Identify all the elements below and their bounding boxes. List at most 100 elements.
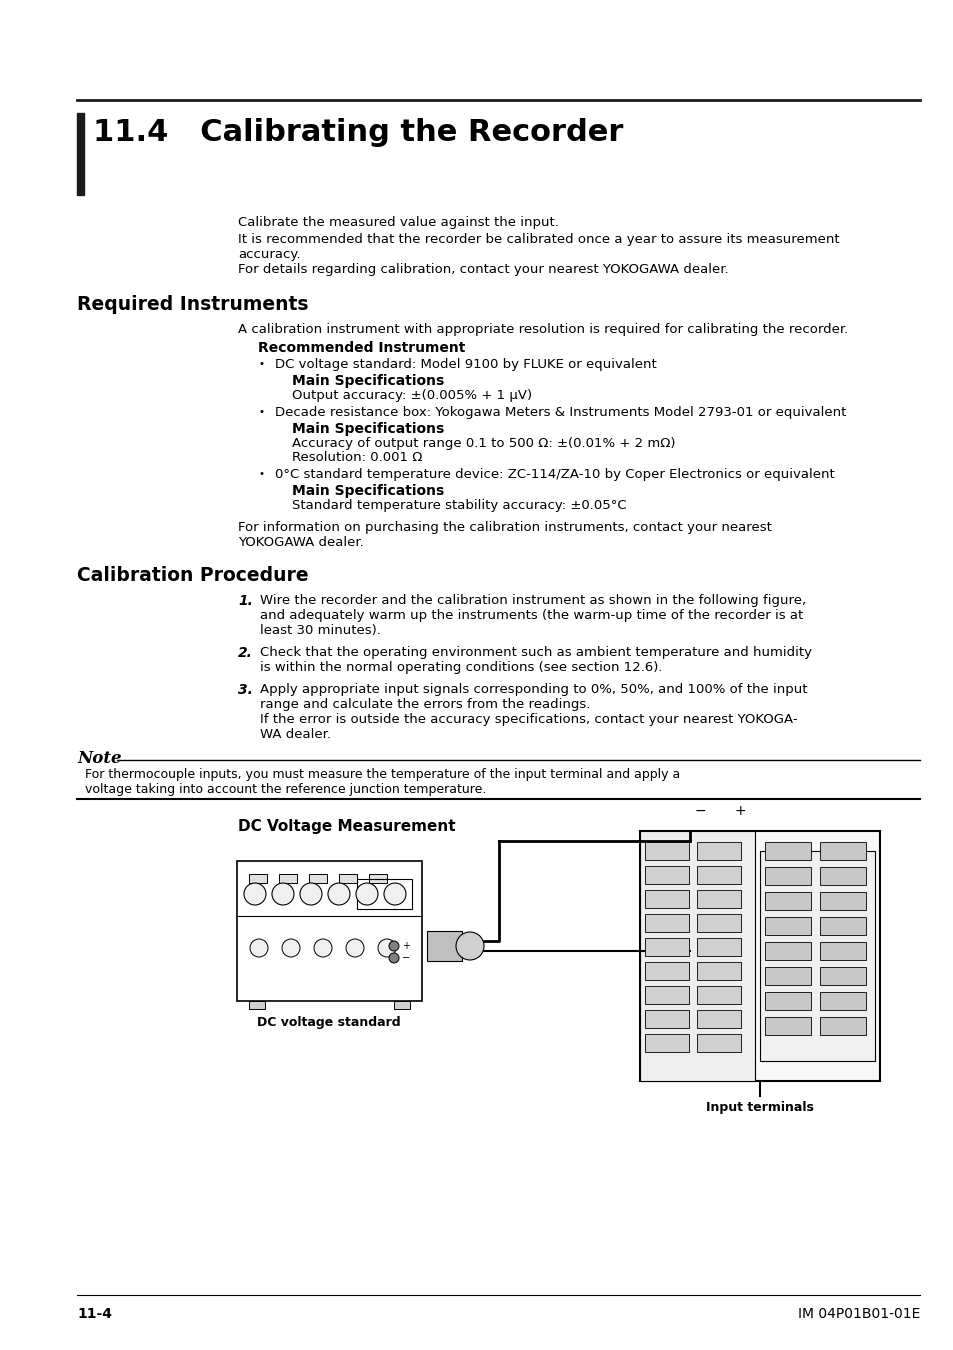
Circle shape [346, 940, 364, 957]
Bar [644, 890, 688, 909]
Bar [309, 873, 327, 883]
Bar [820, 967, 865, 985]
Bar [764, 917, 810, 936]
Bar [764, 942, 810, 960]
Circle shape [328, 883, 350, 905]
Circle shape [282, 940, 299, 957]
Text: Calibration Procedure: Calibration Procedure [77, 566, 309, 585]
Text: 11-4: 11-4 [77, 1307, 112, 1322]
Bar [644, 938, 688, 956]
Bar [820, 1017, 865, 1035]
Text: +: + [401, 941, 410, 950]
Text: Accuracy of output range 0.1 to 500 Ω: ±(0.01% + 2 mΩ): Accuracy of output range 0.1 to 500 Ω: ±… [292, 437, 675, 450]
Bar [764, 1017, 810, 1035]
Text: −: − [694, 805, 705, 818]
Bar [764, 967, 810, 985]
Bar [697, 963, 740, 980]
Text: DC voltage standard: Model 9100 by FLUKE or equivalent: DC voltage standard: Model 9100 by FLUKE… [274, 358, 656, 371]
Bar [764, 867, 810, 886]
Text: Wire the recorder and the calibration instrument as shown in the following figur: Wire the recorder and the calibration in… [260, 594, 805, 608]
Circle shape [314, 940, 332, 957]
Bar [639, 832, 879, 1081]
Bar [697, 842, 740, 860]
Text: −: − [401, 953, 410, 963]
Bar [639, 832, 754, 1081]
Text: •: • [258, 406, 265, 417]
Text: range and calculate the errors from the readings.: range and calculate the errors from the … [260, 698, 590, 711]
Text: Standard temperature stability accuracy: ±0.05°C: Standard temperature stability accuracy:… [292, 500, 626, 512]
Text: Resolution: 0.001 Ω: Resolution: 0.001 Ω [292, 451, 422, 464]
Text: Main Specifications: Main Specifications [292, 485, 444, 498]
Text: Decade resistance box: Yokogawa Meters & Instruments Model 2793-01 or equivalent: Decade resistance box: Yokogawa Meters &… [274, 406, 845, 418]
Text: accuracy.: accuracy. [237, 248, 300, 261]
Bar [697, 890, 740, 909]
Bar [338, 873, 356, 883]
Circle shape [244, 883, 266, 905]
Text: Main Specifications: Main Specifications [292, 423, 444, 436]
Text: If the error is outside the accuracy specifications, contact your nearest YOKOGA: If the error is outside the accuracy spe… [260, 713, 797, 726]
Text: Input terminals: Input terminals [705, 1102, 813, 1114]
Text: DC voltage standard: DC voltage standard [257, 1017, 400, 1029]
Circle shape [272, 883, 294, 905]
Text: •: • [258, 468, 265, 479]
Bar [644, 865, 688, 884]
Text: voltage taking into account the reference junction temperature.: voltage taking into account the referenc… [85, 783, 486, 796]
Bar [356, 879, 412, 909]
Text: Note: Note [77, 751, 121, 767]
Bar [249, 873, 267, 883]
Bar [644, 1034, 688, 1052]
Text: For details regarding calibration, contact your nearest YOKOGAWA dealer.: For details regarding calibration, conta… [237, 263, 728, 275]
Bar [427, 931, 461, 961]
Text: Main Specifications: Main Specifications [292, 374, 444, 387]
Bar [394, 1000, 410, 1008]
Circle shape [389, 941, 398, 950]
Text: For information on purchasing the calibration instruments, contact your nearest: For information on purchasing the calibr… [237, 521, 771, 535]
Bar [644, 986, 688, 1004]
Bar [820, 842, 865, 860]
Text: 1.: 1. [237, 594, 253, 608]
Bar [820, 992, 865, 1010]
Bar [278, 873, 296, 883]
Circle shape [355, 883, 377, 905]
Text: 3.: 3. [237, 683, 253, 697]
Circle shape [384, 883, 406, 905]
Bar [644, 963, 688, 980]
Text: Check that the operating environment such as ambient temperature and humidity: Check that the operating environment suc… [260, 647, 811, 659]
Circle shape [456, 931, 483, 960]
Bar [697, 938, 740, 956]
Text: 11.4   Calibrating the Recorder: 11.4 Calibrating the Recorder [92, 117, 622, 147]
Bar [644, 842, 688, 860]
Circle shape [299, 883, 322, 905]
Bar [760, 850, 874, 1061]
Bar [820, 942, 865, 960]
Circle shape [250, 940, 268, 957]
Bar [249, 1000, 265, 1008]
Text: Apply appropriate input signals corresponding to 0%, 50%, and 100% of the input: Apply appropriate input signals correspo… [260, 683, 806, 697]
Bar [820, 892, 865, 910]
Bar [644, 1010, 688, 1027]
Text: Output accuracy: ±(0.005% + 1 μV): Output accuracy: ±(0.005% + 1 μV) [292, 389, 532, 402]
Text: WA dealer.: WA dealer. [260, 728, 331, 741]
Bar [764, 992, 810, 1010]
Text: YOKOGAWA dealer.: YOKOGAWA dealer. [237, 536, 363, 549]
Text: Recommended Instrument: Recommended Instrument [257, 342, 465, 355]
Text: is within the normal operating conditions (see section 12.6).: is within the normal operating condition… [260, 662, 661, 674]
Circle shape [377, 940, 395, 957]
Bar [697, 914, 740, 931]
Text: 2.: 2. [237, 647, 253, 660]
Bar [697, 1034, 740, 1052]
Circle shape [389, 953, 398, 963]
Text: 0°C standard temperature device: ZC-114/ZA-10 by Coper Electronics or equivalent: 0°C standard temperature device: ZC-114/… [274, 468, 834, 481]
Bar [236, 861, 421, 1000]
Text: and adequately warm up the instruments (the warm-up time of the recorder is at: and adequately warm up the instruments (… [260, 609, 802, 622]
Bar [369, 873, 387, 883]
Bar [697, 865, 740, 884]
Text: least 30 minutes).: least 30 minutes). [260, 624, 380, 637]
Bar [820, 867, 865, 886]
Bar [764, 892, 810, 910]
Text: IM 04P01B01-01E: IM 04P01B01-01E [797, 1307, 919, 1322]
Text: For thermocouple inputs, you must measure the temperature of the input terminal : For thermocouple inputs, you must measur… [85, 768, 679, 782]
Bar [644, 914, 688, 931]
Bar [77, 113, 84, 194]
Bar [820, 917, 865, 936]
